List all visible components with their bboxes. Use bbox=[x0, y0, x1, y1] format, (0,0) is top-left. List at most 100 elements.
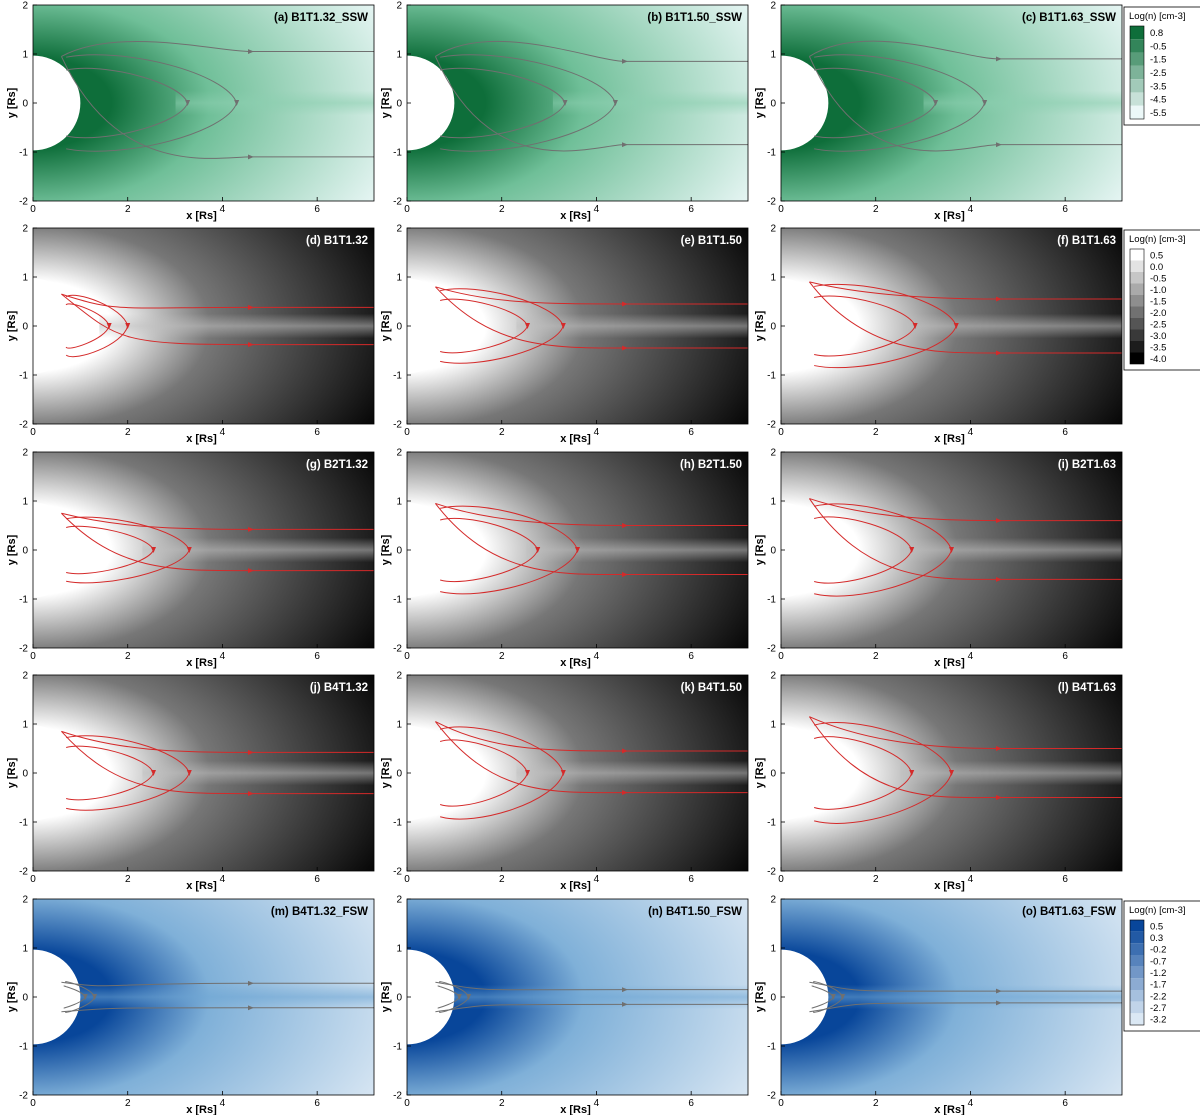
y-tick-label: 2 bbox=[22, 671, 28, 682]
streamer-band bbox=[903, 313, 1122, 339]
closed-field-line bbox=[66, 67, 191, 139]
colorbar-swatch bbox=[1130, 26, 1144, 40]
sun-disk bbox=[781, 725, 829, 821]
colorbar-swatch bbox=[1130, 1001, 1144, 1014]
closed-field-line bbox=[440, 726, 566, 820]
sun-disk bbox=[33, 502, 81, 598]
streamer-band bbox=[76, 984, 374, 1010]
x-tick-label: 2 bbox=[873, 427, 879, 438]
y-tick-label: -2 bbox=[767, 420, 776, 431]
streamer-band bbox=[900, 537, 1122, 563]
y-tick-label: -1 bbox=[767, 595, 776, 606]
panel-9: 0 2 4 6 -2 -1 0 1 2 x [Rs] y [Rs] (i) B2T1.63 bbox=[754, 448, 1123, 669]
x-tick-label: 0 bbox=[778, 427, 784, 438]
x-tick-label: 4 bbox=[594, 874, 600, 885]
x-tick-label: 2 bbox=[499, 427, 505, 438]
x-axis-label: x [Rs] bbox=[186, 210, 217, 222]
x-axis-label: x [Rs] bbox=[186, 880, 217, 892]
x-axis-label: x [Rs] bbox=[934, 210, 965, 222]
open-field-line bbox=[809, 498, 1122, 524]
x-tick-label: 4 bbox=[594, 651, 600, 662]
y-tick-label: -2 bbox=[767, 197, 776, 208]
y-tick-label: 2 bbox=[396, 224, 402, 235]
closed-field-line bbox=[440, 54, 618, 152]
sun-disk bbox=[407, 502, 455, 598]
x-axis-label: x [Rs] bbox=[934, 433, 965, 445]
y-tick-label: 2 bbox=[22, 895, 28, 906]
x-tick-label: 4 bbox=[220, 1098, 226, 1109]
panel-title: (g) B2T1.32 bbox=[306, 459, 368, 471]
y-tick-label: -2 bbox=[393, 420, 402, 431]
y-tick-label: 1 bbox=[396, 497, 402, 508]
colorbar-swatch bbox=[1130, 272, 1144, 284]
y-tick-label: -1 bbox=[19, 1042, 28, 1053]
colorbar-level: -2.5 bbox=[1150, 68, 1166, 79]
y-axis-label: y [Rs] bbox=[380, 87, 392, 118]
y-tick-label: 0 bbox=[396, 769, 402, 780]
x-tick-label: 0 bbox=[404, 427, 410, 438]
y-tick-label: 2 bbox=[770, 224, 776, 235]
colorbar-swatch bbox=[1130, 943, 1144, 955]
open-field-line bbox=[60, 56, 374, 160]
x-tick-label: 6 bbox=[314, 1098, 320, 1109]
y-tick-label: 0 bbox=[770, 993, 776, 1004]
x-tick-label: 4 bbox=[968, 651, 974, 662]
sun-disk bbox=[33, 725, 81, 821]
colorbar-level: -4.0 bbox=[1150, 354, 1166, 365]
sun-disk bbox=[407, 278, 455, 374]
y-tick-label: 0 bbox=[770, 769, 776, 780]
x-tick-label: 0 bbox=[778, 204, 784, 215]
y-tick-label: 2 bbox=[22, 1, 28, 12]
panel-title: (j) B4T1.32 bbox=[310, 682, 368, 694]
open-field-line bbox=[435, 721, 748, 796]
closed-field-line bbox=[437, 985, 462, 1009]
open-field-line bbox=[61, 512, 374, 532]
x-tick-label: 2 bbox=[499, 204, 505, 215]
x-tick-label: 6 bbox=[1062, 204, 1068, 215]
y-axis-label: y [Rs] bbox=[380, 534, 392, 565]
closed-field-line bbox=[66, 516, 192, 584]
y-tick-label: 0 bbox=[396, 546, 402, 557]
y-tick-label: -2 bbox=[19, 644, 28, 655]
colorbar-swatch bbox=[1130, 105, 1144, 119]
y-tick-label: 0 bbox=[22, 99, 28, 110]
y-tick-label: 1 bbox=[396, 50, 402, 61]
sun-disk bbox=[781, 949, 829, 1045]
sun-disk bbox=[781, 502, 829, 598]
open-field-line bbox=[435, 286, 748, 307]
open-field-line bbox=[808, 56, 1122, 152]
y-tick-label: 1 bbox=[396, 720, 402, 731]
colorbar-level: 0.0 bbox=[1150, 262, 1163, 273]
colorbar-2: Log(n) [cm-3]0.50.0-0.5-1.0-1.5-2.0-2.5-… bbox=[1123, 229, 1200, 371]
closed-field-line bbox=[813, 981, 846, 1013]
streamer-band bbox=[900, 760, 1122, 786]
closed-field-line bbox=[65, 981, 98, 1013]
closed-field-line bbox=[814, 503, 954, 597]
x-axis-label: x [Rs] bbox=[560, 433, 591, 445]
colorbar-swatch bbox=[1130, 295, 1144, 307]
colorbar-swatch bbox=[1130, 990, 1144, 1002]
y-axis-label: y [Rs] bbox=[6, 310, 18, 341]
y-axis-label: y [Rs] bbox=[754, 534, 766, 565]
x-tick-label: 4 bbox=[594, 427, 600, 438]
y-axis-label: y [Rs] bbox=[6, 87, 18, 118]
y-tick-label: -2 bbox=[767, 644, 776, 655]
x-tick-label: 0 bbox=[778, 651, 784, 662]
x-tick-label: 4 bbox=[594, 204, 600, 215]
colorbar-swatch bbox=[1130, 955, 1144, 967]
y-axis-label: y [Rs] bbox=[6, 757, 18, 788]
streamer-band bbox=[516, 760, 748, 786]
open-field-line bbox=[809, 40, 1122, 62]
panel-1: 0 2 4 6 -2 -1 0 1 2 x [Rs] y [Rs] (a) B1T1.32_SSW bbox=[6, 1, 375, 222]
panel-5: 0 2 4 6 -2 -1 0 1 2 x [Rs] y [Rs] (e) B1T1.50 bbox=[380, 224, 749, 445]
sun-disk bbox=[407, 949, 455, 1045]
sun-disk bbox=[407, 725, 455, 821]
panel-13: 0 2 4 6 -2 -1 0 1 2 x [Rs] y [Rs] (m) B4T1.32_FSW bbox=[6, 895, 375, 1115]
closed-field-line bbox=[440, 517, 541, 583]
colorbar-swatch bbox=[1130, 92, 1144, 106]
colorbar-level: -1.5 bbox=[1150, 55, 1166, 66]
x-tick-label: 4 bbox=[968, 874, 974, 885]
y-tick-label: -2 bbox=[767, 1091, 776, 1102]
colorbar-swatch bbox=[1130, 318, 1144, 330]
colorbar-level: -0.7 bbox=[1150, 956, 1166, 967]
